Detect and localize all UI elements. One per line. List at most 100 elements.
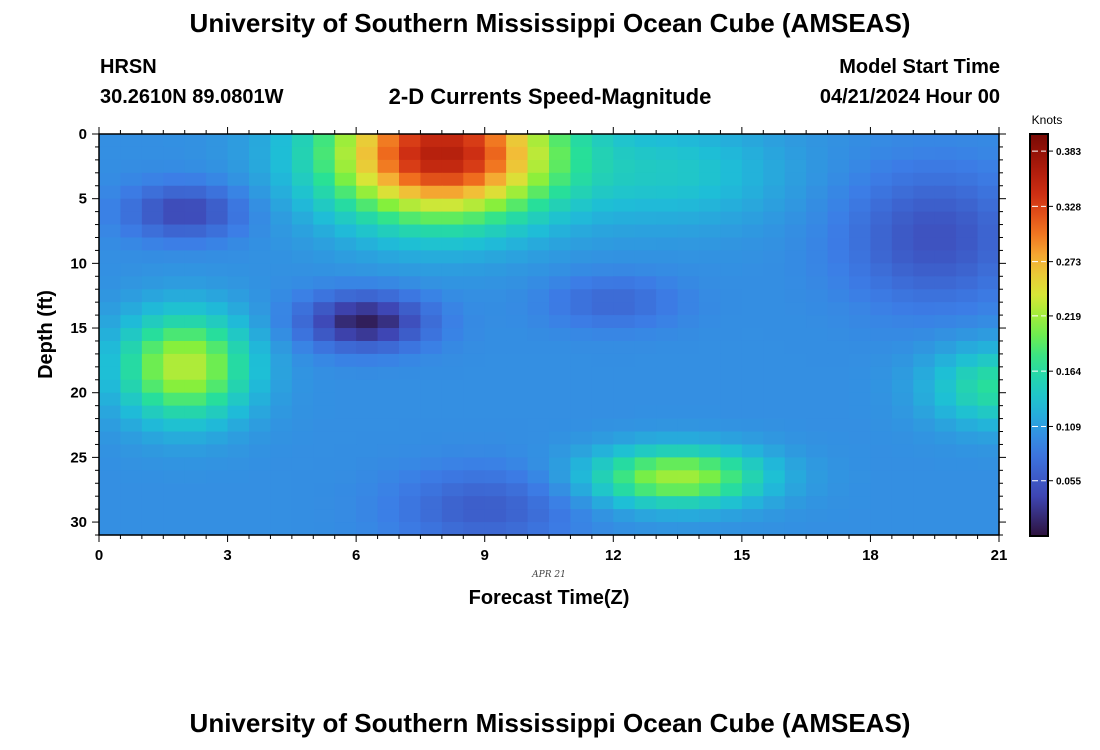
heatmap-cell [591,405,614,420]
heatmap-cell [677,276,700,290]
heatmap-cell [784,496,807,510]
heatmap-cell [506,134,529,148]
heatmap-cell [699,418,722,433]
heatmap-cell [441,146,464,161]
heatmap-cell [977,470,1000,484]
heatmap-cell [163,418,186,433]
heatmap-cell [720,392,743,407]
heatmap-cell [613,134,636,148]
heatmap-cell [699,302,722,316]
heatmap-cell [827,211,850,226]
heatmap-cell [184,134,207,148]
heatmap-cell [870,224,893,239]
heatmap-cell [163,134,186,148]
heatmap-cell [484,509,507,523]
heatmap-cell [206,250,229,264]
heatmap-cell [827,431,850,446]
heatmap-cell [399,353,422,368]
heatmap-cell [356,366,379,381]
heatmap-cell [291,146,314,161]
heatmap-cell [227,237,250,252]
heatmap-cell [313,496,336,510]
heatmap-cell [956,315,979,329]
heatmap-cell [656,483,679,497]
heatmap-cell [313,172,336,187]
heatmap-cell [270,392,293,407]
heatmap-cell [549,146,572,161]
heatmap-cell [334,418,357,433]
heatmap-cell [634,185,657,200]
heatmap-cell [184,237,207,252]
heatmap-cell [977,172,1000,187]
heatmap-cell [956,263,979,277]
heatmap-cell [956,405,979,420]
heatmap-cell [463,224,486,239]
heatmap-cell [206,289,229,303]
heatmap-cell [291,263,314,277]
heatmap-cell [956,250,979,264]
heatmap-cell [206,457,229,471]
heatmap-cell [699,172,722,187]
heatmap-cell [806,431,829,446]
heatmap-cell [699,496,722,510]
heatmap-cell [377,185,400,200]
heatmap-cell [270,405,293,420]
heatmap-cell [934,405,957,420]
heatmap-cell [549,444,572,458]
heatmap-cell [741,444,764,458]
heatmap-cell [291,250,314,264]
heatmap-cell [870,444,893,458]
x-tick-label: 9 [481,547,489,564]
heatmap-cell [977,353,1000,368]
heatmap-cell [99,328,122,342]
heatmap-cell [141,431,164,446]
heatmap-cell [784,315,807,329]
heatmap-cell [206,146,229,161]
heatmap-cell [270,379,293,394]
heatmap-cell [806,483,829,497]
heatmap-cell [699,353,722,368]
heatmap-cell [634,509,657,523]
heatmap-cell [420,522,443,536]
heatmap-cell [827,496,850,510]
heatmap-cell [270,366,293,381]
heatmap-cell [141,224,164,239]
heatmap-cell [677,483,700,497]
heatmap-cell [184,522,207,536]
heatmap-cell [699,289,722,303]
heatmap-cell [806,237,829,252]
heatmap-cell [891,302,914,316]
heatmap-cell [227,289,250,303]
heatmap-cell [699,315,722,329]
heatmap-cell [313,392,336,407]
heatmap-cell [99,302,122,316]
heatmap-cell [591,328,614,342]
heatmap-cell [977,522,1000,536]
heatmap-cell [249,522,272,536]
x-tick-label: 0 [95,547,103,564]
heatmap-cell [591,353,614,368]
heatmap-cell [934,444,957,458]
heatmap-cell [699,159,722,174]
heatmap-cell [420,172,443,187]
model-start-label: Model Start Time [839,56,1000,78]
heatmap-cell [891,185,914,200]
heatmap-cell [120,263,143,277]
heatmap-cell [613,392,636,407]
heatmap-cell [784,379,807,394]
heatmap-cell [656,522,679,536]
heatmap-cell [591,315,614,329]
heatmap-cell [934,431,957,446]
heatmap-cell [891,276,914,290]
heatmap-cell [934,146,957,161]
heatmap-cell [313,444,336,458]
heatmap-cell [591,276,614,290]
heatmap-cell [334,224,357,239]
heatmap-cell [249,444,272,458]
heatmap-cell [463,496,486,510]
heatmap-cell [99,483,122,497]
heatmap-cell [827,172,850,187]
heatmap-cell [934,185,957,200]
heatmap-cell [741,263,764,277]
heatmap-cell [784,418,807,433]
